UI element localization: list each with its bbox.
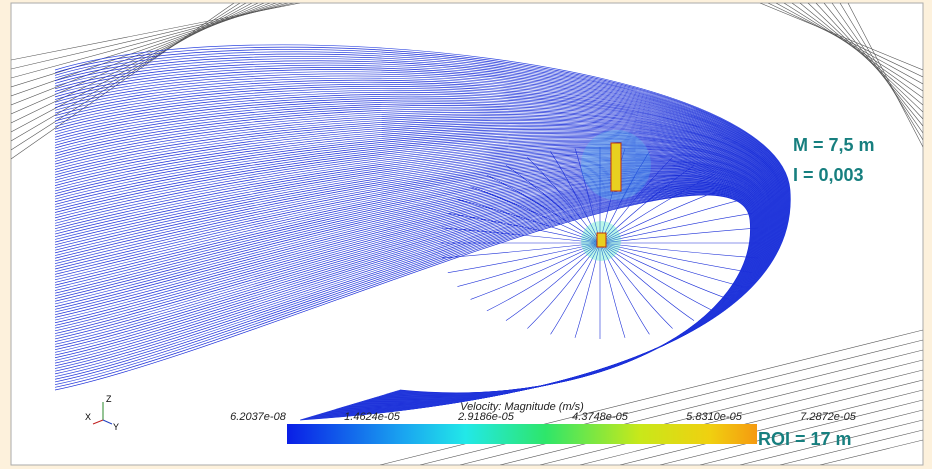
roi: ROI = 17 m (758, 429, 852, 449)
mesh-size: M = 7,5 m (793, 135, 875, 155)
well (611, 143, 621, 191)
page: M = 7,5 m I = 0,003 Velocity: Magnitude … (0, 0, 932, 469)
y-label: Y (113, 422, 119, 432)
colorbar-label: 7.2872e-05 (800, 411, 857, 423)
x-label: X (85, 412, 91, 422)
viewer: M = 7,5 m I = 0,003 Velocity: Magnitude … (0, 0, 932, 469)
intensity: I = 0,003 (793, 165, 864, 185)
z-label: Z (106, 394, 112, 404)
colorbar-label: 6.2037e-08 (230, 411, 287, 423)
colorbar-label: 1.4624e-05 (344, 411, 401, 423)
colorbar-label: 4.3748e-05 (572, 411, 629, 423)
colorbar-label: 5.8310e-05 (686, 411, 743, 423)
colorbar-label: 2.9186e-05 (457, 411, 515, 423)
colorbar (287, 424, 757, 444)
well (597, 233, 606, 247)
